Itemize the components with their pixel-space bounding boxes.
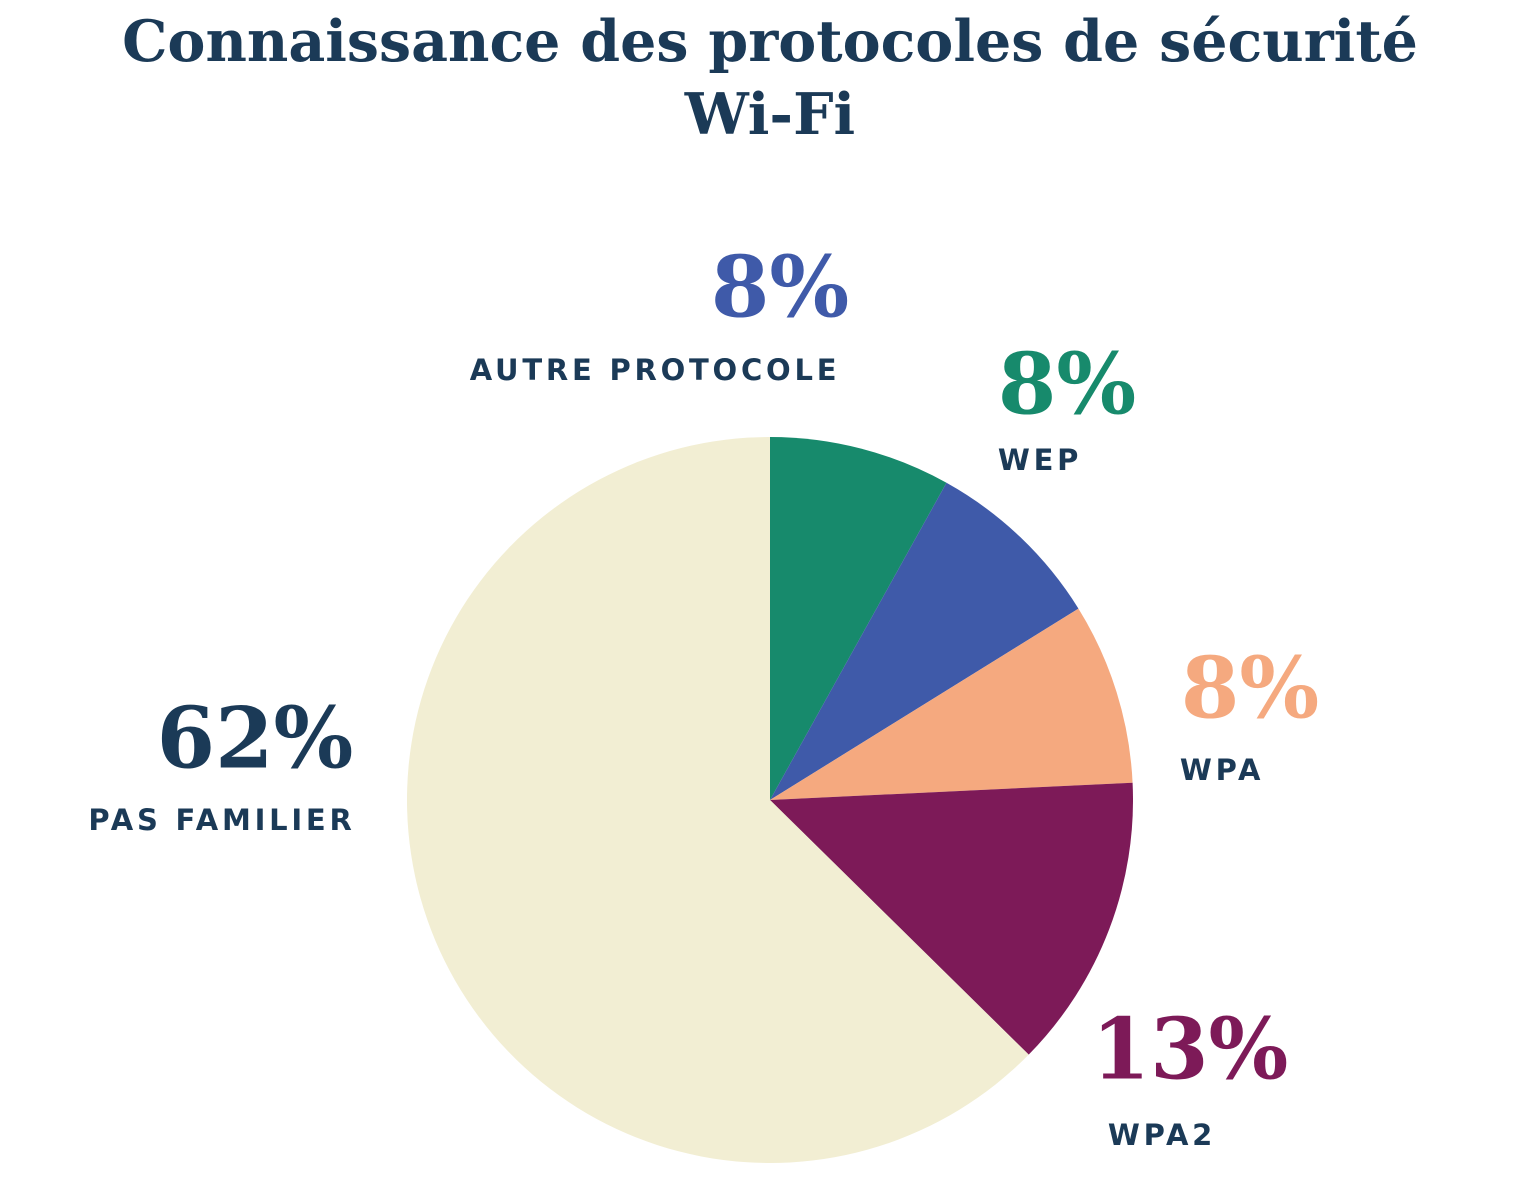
pie-slice-wep bbox=[770, 437, 947, 800]
slice-percent-autre-protocole: 8% bbox=[710, 237, 850, 337]
chart-title-line1: Connaissance des protocoles de sécurité bbox=[122, 8, 1418, 75]
chart-title: Connaissance des protocoles de sécurité … bbox=[110, 6, 1430, 152]
slice-label-pas-familier: PAS FAMILIER bbox=[88, 803, 356, 837]
slice-percent-wpa2: 13% bbox=[1091, 999, 1289, 1099]
slice-label-autre-protocole: AUTRE PROTOCOLE bbox=[469, 353, 841, 387]
pie-slice-wpa bbox=[770, 608, 1133, 800]
pie-slice-wpa2 bbox=[770, 782, 1133, 1055]
slice-percent-wpa: 8% bbox=[1180, 638, 1320, 738]
pie-slice-autre-protocole bbox=[770, 482, 1079, 800]
slice-label-wep: WEP bbox=[997, 443, 1083, 477]
slice-percent-pas-familier: 62% bbox=[156, 688, 354, 788]
chart-title-line2: Wi-Fi bbox=[684, 80, 856, 148]
slice-label-wpa2: WPA2 bbox=[1107, 1118, 1217, 1152]
slice-label-wpa: WPA bbox=[1179, 753, 1265, 787]
slice-percent-wep: 8% bbox=[997, 334, 1137, 434]
pie-chart bbox=[407, 437, 1133, 1163]
pie-slice-pas-familier bbox=[407, 437, 1029, 1163]
